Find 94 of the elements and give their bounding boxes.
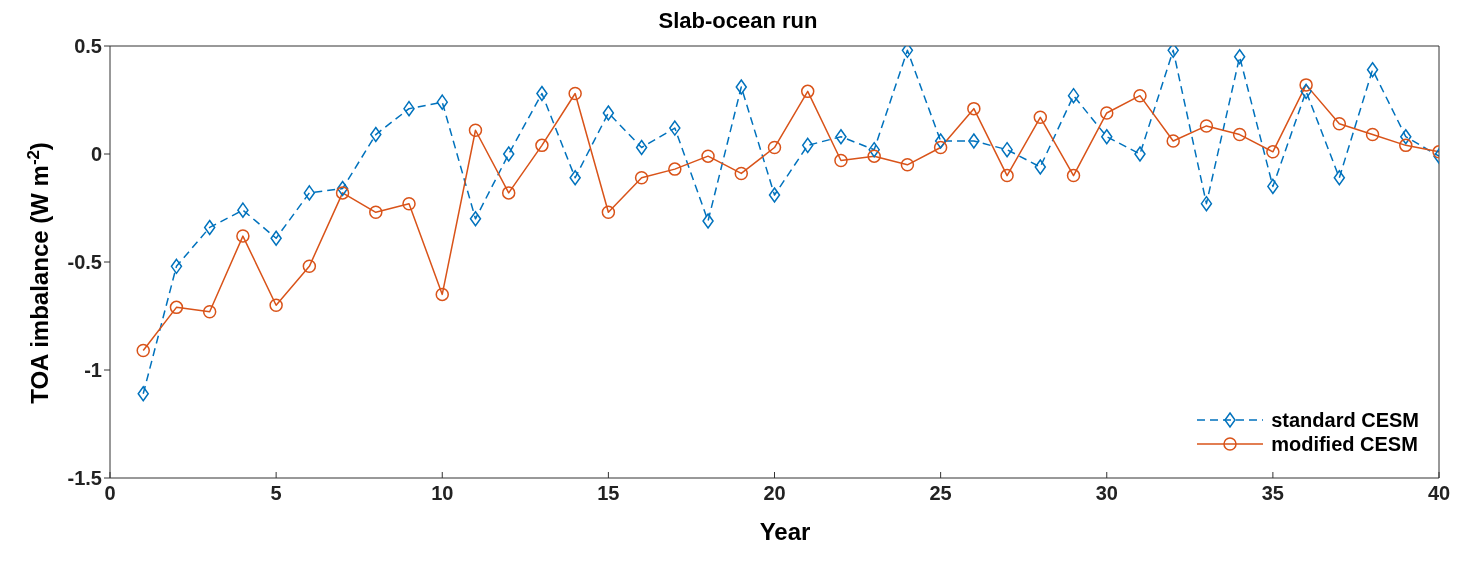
point (669, 120, 681, 136)
point (335, 186, 350, 200)
point (735, 79, 748, 95)
point (1200, 195, 1213, 212)
point (868, 141, 880, 158)
x-tick-label: 20 (763, 482, 786, 505)
point (203, 219, 216, 236)
point (468, 123, 483, 137)
point (934, 133, 947, 149)
y-tick-label: 0 (90, 143, 102, 166)
point (501, 186, 516, 200)
point (668, 162, 682, 176)
y-tick-label: 0.5 (74, 35, 102, 58)
x-tick-label: 35 (1261, 482, 1284, 505)
point (801, 137, 814, 154)
point (768, 187, 781, 203)
point (834, 153, 848, 168)
x-tick-label: 10 (431, 482, 454, 505)
y-tick-label: -0.5 (67, 251, 102, 274)
point (137, 386, 149, 402)
x-tick-label: 5 (270, 482, 282, 505)
point (967, 101, 981, 116)
point (1233, 49, 1246, 65)
point (968, 133, 980, 149)
point (402, 196, 416, 211)
point (1400, 128, 1412, 145)
x-axis-title: Year (758, 518, 812, 546)
point (202, 304, 217, 319)
x-tick-label: 30 (1095, 482, 1118, 505)
point (767, 140, 782, 155)
point (1133, 88, 1147, 103)
y-tick-label: -1 (84, 359, 102, 382)
point (702, 213, 714, 229)
legend-label: modified CESM (1271, 432, 1418, 456)
point (435, 287, 449, 302)
point (370, 126, 382, 143)
point (270, 230, 282, 246)
x-tick-label: 25 (929, 482, 952, 505)
point (1333, 170, 1346, 186)
point (403, 100, 415, 117)
point (1000, 168, 1014, 183)
point (536, 85, 548, 102)
point (436, 94, 448, 110)
point (1399, 138, 1413, 153)
point (1267, 178, 1279, 195)
point (502, 146, 515, 162)
point (169, 300, 184, 315)
point (1366, 62, 1379, 78)
point (1134, 146, 1146, 162)
legend-label: standard CESM (1271, 408, 1419, 432)
y-tick-label: -1.5 (67, 467, 102, 490)
point (1299, 78, 1313, 92)
point (1266, 145, 1280, 159)
point (867, 149, 881, 163)
point (269, 298, 283, 312)
point (1100, 106, 1114, 120)
point (1067, 87, 1080, 104)
point (568, 86, 582, 101)
point (1199, 119, 1214, 133)
point (170, 258, 183, 275)
point (236, 229, 250, 243)
point (369, 205, 383, 220)
point (303, 185, 316, 201)
point (469, 211, 482, 227)
point (601, 205, 616, 220)
point (900, 158, 915, 172)
point (634, 171, 649, 185)
x-tick-label: 15 (597, 482, 620, 505)
point (635, 139, 648, 156)
point (835, 128, 847, 145)
point (1066, 168, 1081, 183)
point (933, 140, 948, 155)
point (237, 202, 249, 218)
x-tick-label: 40 (1427, 482, 1451, 505)
point (1365, 127, 1380, 142)
point (1101, 128, 1113, 145)
point (1166, 134, 1180, 148)
point (136, 343, 150, 358)
point (701, 149, 715, 163)
point (569, 170, 581, 186)
point (1232, 127, 1247, 142)
point (302, 259, 317, 274)
x-tick-label: 0 (104, 482, 116, 505)
point (800, 84, 815, 99)
point (1001, 141, 1013, 158)
point (1034, 159, 1047, 175)
point (602, 105, 615, 121)
point (336, 180, 349, 197)
point (734, 166, 749, 181)
point (1033, 110, 1048, 125)
point (1332, 117, 1347, 131)
chart-title: Slab-ocean run (657, 8, 819, 34)
point (1300, 83, 1312, 100)
point (535, 138, 549, 153)
